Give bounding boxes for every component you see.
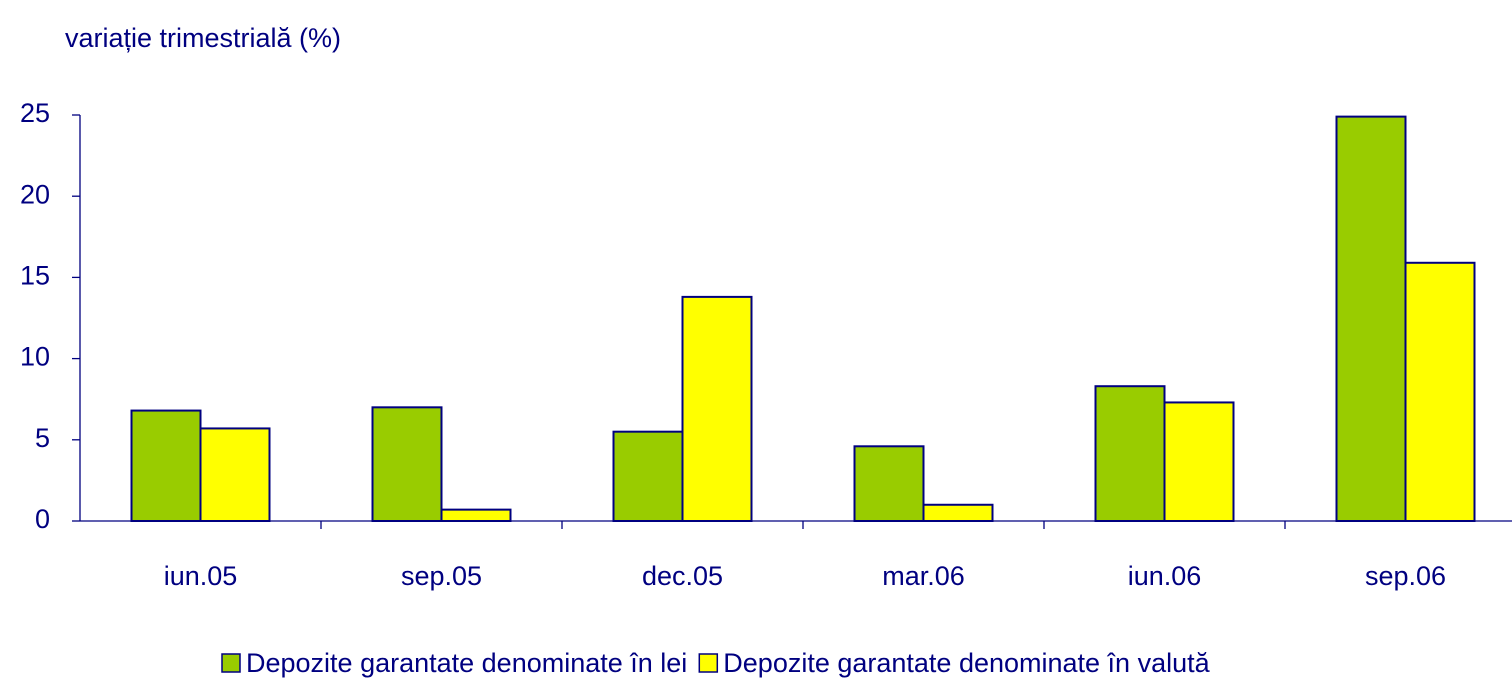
bar (1094, 385, 1166, 523)
x-tick-label: sep.05 (401, 561, 482, 591)
y-tick-label: 0 (35, 504, 50, 534)
x-tick-label: sep.06 (1365, 561, 1446, 591)
y-tick-label: 25 (20, 98, 50, 128)
bar (1163, 401, 1235, 522)
bar (130, 409, 202, 522)
x-tick-label: iun.06 (1128, 561, 1202, 591)
bar (371, 406, 443, 523)
legend-label: Depozite garantate denominate în lei (246, 648, 687, 678)
chart-title: variație trimestrială (%) (65, 23, 341, 53)
y-tick-label: 20 (20, 179, 50, 209)
legend-swatch (221, 653, 241, 673)
y-tick-label: 10 (20, 342, 50, 372)
x-tick-label: mar.06 (882, 561, 965, 591)
bar (853, 445, 925, 522)
y-tick-label: 15 (20, 261, 50, 291)
bar (440, 508, 512, 522)
x-tick-label: iun.05 (164, 561, 238, 591)
bar (681, 295, 753, 522)
legend-swatch (698, 653, 719, 673)
legend-label: Depozite garantate denominate în valută (723, 648, 1210, 678)
bar (922, 503, 994, 523)
bar (199, 427, 271, 523)
bar (612, 430, 684, 522)
bar (1335, 115, 1407, 523)
y-tick-label: 5 (35, 423, 50, 453)
bar (1404, 261, 1476, 522)
x-tick-label: dec.05 (642, 561, 723, 591)
